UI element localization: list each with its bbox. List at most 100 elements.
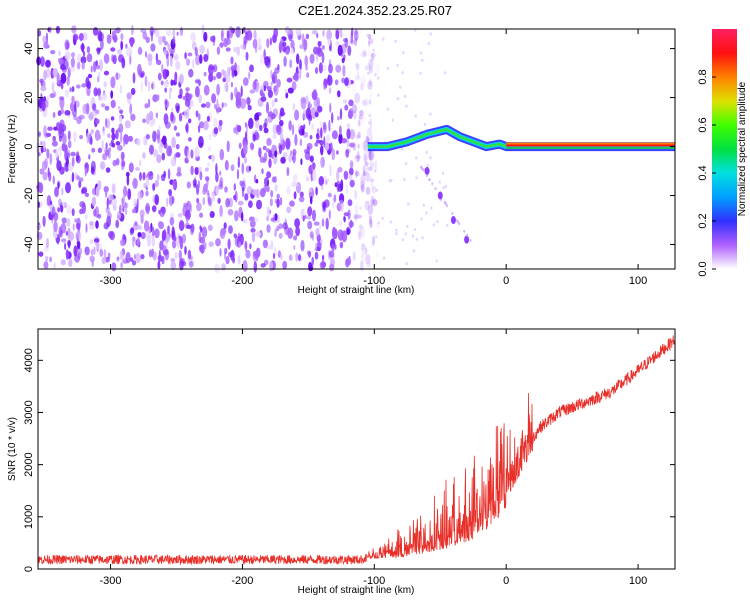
noise-speck [221,102,224,109]
noise-speck [270,190,274,198]
noise-speck [64,242,67,251]
noise-speck [115,72,119,81]
noise-speck [268,158,272,169]
noise-speck [193,183,197,189]
noise-speck [235,26,241,38]
noise-speck [348,108,354,118]
noise-speck [120,33,124,41]
noise-speck [358,231,362,241]
noise-speck [263,177,270,187]
noise-speck [308,250,311,258]
noise-speck [337,44,343,56]
noise-speck [365,254,371,265]
noise-speck [315,228,320,237]
noise-speck-faint [441,171,445,175]
noise-speck [106,34,112,44]
snr-panel: -300 -200 -100 0 100 0 1000 2000 3000 4000 Heigh… [7,328,676,596]
sideband-speck [463,229,466,233]
noise-speck [282,152,288,159]
noise-speck [267,111,274,118]
noise-speck [299,44,305,50]
noise-speck-faint [399,85,402,89]
noise-speck [224,247,228,255]
noise-speck [211,93,217,104]
noise-speck [46,148,50,159]
noise-speck [53,262,56,270]
noise-speck [291,124,295,136]
noise-speck [331,130,338,140]
noise-speck [154,194,159,206]
noise-speck [220,227,227,235]
sideband-blob [464,235,470,244]
noise-speck [289,59,293,69]
noise-speck [328,209,331,220]
noise-speck [84,246,90,256]
noise-speck [128,162,134,173]
noise-speck [185,124,189,132]
noise-speck [310,107,317,119]
sideband-speck [434,187,437,191]
noise-speck [329,102,332,113]
noise-speck [336,170,340,181]
noise-speck [59,229,63,238]
noise-speck [105,167,111,173]
colorbar: 0.0 0.2 0.4 0.6 0.8 Normalized spectral ampl… [697,29,748,277]
noise-speck [227,66,231,76]
noise-speck [277,250,281,258]
noise-speck [217,184,224,190]
noise-speck [354,189,357,200]
noise-speck [71,172,75,183]
noise-speck [188,118,192,124]
noise-speck [299,59,302,71]
noise-speck [263,80,269,89]
noise-speck [157,94,160,101]
noise-speck-faint [420,217,423,221]
noise-speck [74,254,81,263]
x-tick-label: 100 [629,275,647,287]
noise-speck [292,148,297,156]
noise-speck [115,129,119,140]
noise-speck-faint [442,186,445,190]
noise-speck [300,158,303,166]
noise-speck [137,232,142,238]
noise-speck [370,178,375,183]
noise-speck [166,197,169,207]
noise-speck [355,155,361,160]
noise-speck [334,182,338,188]
noise-speck [216,46,221,55]
noise-speck [184,109,190,119]
noise-speck [299,138,303,147]
noise-speck [348,99,354,107]
noise-speck [328,250,335,258]
noise-speck [359,110,364,116]
noise-speck [132,208,136,214]
noise-speck [240,98,246,110]
noise-speck [185,209,191,221]
noise-speck-faint [375,235,378,239]
noise-speck-faint [386,66,389,70]
noise-speck [282,41,287,47]
noise-speck [38,131,41,137]
noise-speck [164,41,168,46]
noise-speck [321,184,324,191]
noise-speck [111,132,116,141]
noise-speck [95,242,102,250]
noise-speck-faint [369,215,372,219]
noise-speck [120,132,123,144]
noise-speck [363,171,366,176]
noise-speck [53,220,58,232]
noise-speck [234,62,237,71]
noise-speck [316,134,321,140]
noise-speck [311,30,318,35]
noise-speck [130,113,136,122]
noise-speck [315,139,321,144]
noise-speck [237,64,240,75]
noise-speck [168,189,173,197]
noise-speck [122,254,126,261]
noise-speck [355,134,359,142]
noise-speck [38,251,44,257]
noise-speck [185,87,190,92]
noise-speck [291,155,295,161]
noise-speck-faint [402,51,405,55]
noise-speck [147,98,151,108]
